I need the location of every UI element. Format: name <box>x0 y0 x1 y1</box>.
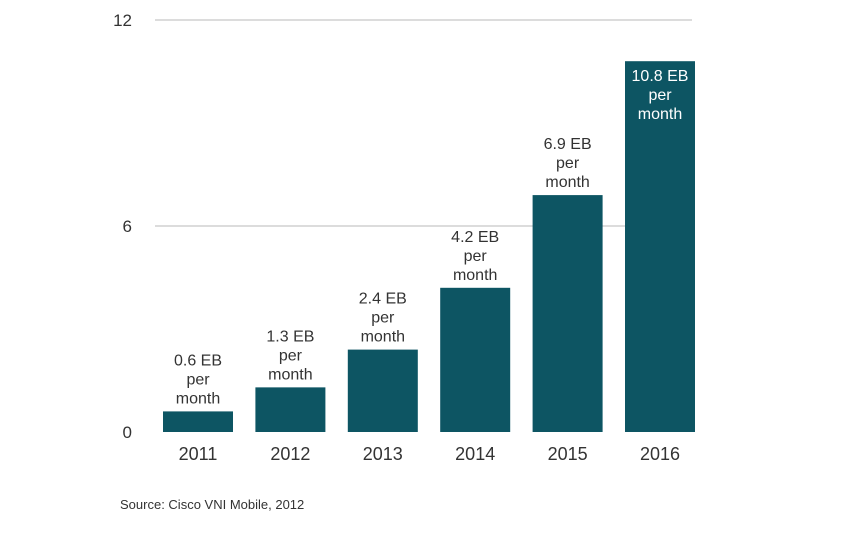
x-tick-label: 2014 <box>455 444 495 464</box>
data-label-line: per <box>186 371 210 388</box>
data-label-2015: 6.9 EB per month <box>544 136 592 191</box>
data-label-line: 1.3 EB <box>266 328 314 345</box>
x-tick-label: 2013 <box>363 444 403 464</box>
data-label-line: month <box>361 329 405 346</box>
data-label-line: month <box>176 390 220 407</box>
data-label-2014: 4.2 EB per month <box>451 229 499 284</box>
data-label-line: 4.2 EB <box>451 229 499 246</box>
bar-2016 <box>625 61 695 432</box>
bar-2012 <box>255 387 326 432</box>
data-label-line: per <box>371 310 395 327</box>
data-label-line: 6.9 EB <box>544 136 592 153</box>
x-tick-label: 2011 <box>179 444 218 464</box>
x-axis-labels: 2011 2012 2013 2014 2015 2016 <box>179 444 680 464</box>
data-label-2016: 10.8 EB per month <box>632 68 689 123</box>
y-tick-label: 0 <box>123 423 132 442</box>
data-label-2011: 0.6 EB per month <box>174 352 222 407</box>
x-tick-label: 2012 <box>270 444 310 464</box>
bar-2011 <box>163 411 233 432</box>
data-label-line: 2.4 EB <box>359 291 407 308</box>
source-note: Source: Cisco VNI Mobile, 2012 <box>120 497 305 512</box>
data-label-line: per <box>648 87 672 104</box>
data-label-line: month <box>268 366 312 383</box>
data-labels: 0.6 EB per month 1.3 EB per month 2.4 EB per mon… <box>174 68 688 407</box>
bar-2014 <box>440 287 511 432</box>
x-tick-label: 2015 <box>548 444 588 464</box>
data-label-line: 0.6 EB <box>174 352 222 369</box>
data-label-line: month <box>638 106 682 123</box>
gridlines <box>155 19 692 227</box>
bar-2015 <box>532 195 603 432</box>
x-tick-label: 2016 <box>640 444 680 464</box>
y-tick-label: 6 <box>123 217 132 236</box>
data-label-line: per <box>556 155 580 172</box>
data-label-line: per <box>464 248 488 265</box>
bars <box>163 61 695 432</box>
bar-2013 <box>347 349 418 432</box>
data-label-2012: 1.3 EB per month <box>266 328 314 383</box>
y-axis-ticks: 0 6 12 <box>113 11 132 442</box>
data-label-2013: 2.4 EB per month <box>359 291 407 346</box>
data-label-line: 10.8 EB <box>632 68 689 85</box>
y-tick-label: 12 <box>113 11 132 30</box>
data-label-line: per <box>279 347 303 364</box>
data-label-line: month <box>453 267 497 284</box>
data-label-line: month <box>545 174 589 191</box>
